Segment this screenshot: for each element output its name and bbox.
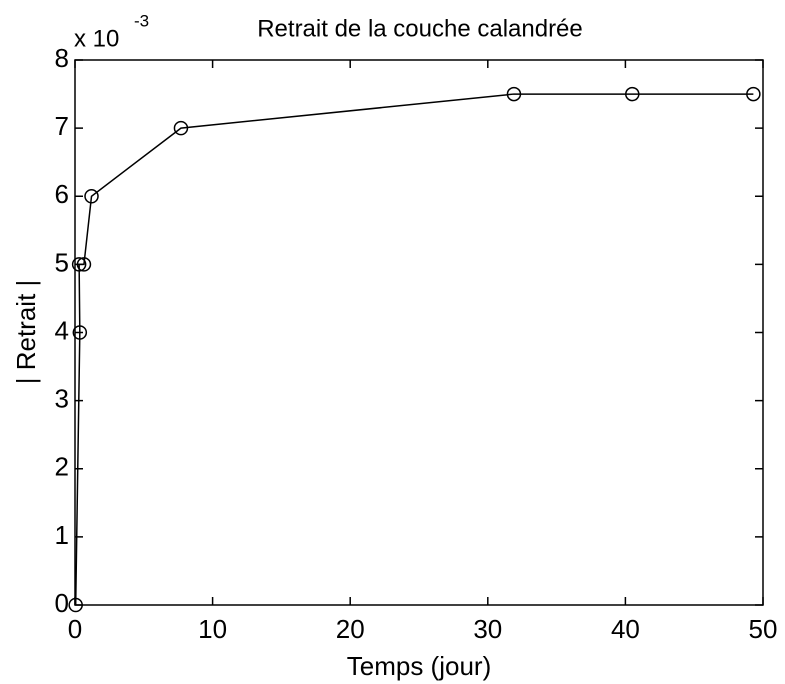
y-tick-label: 8 [55, 43, 69, 73]
x-tick-label: 50 [749, 614, 778, 644]
data-point [84, 189, 99, 204]
x-tick-label: 30 [473, 614, 502, 644]
data-point [625, 86, 640, 102]
y-tick-label: 0 [55, 588, 69, 618]
x-tick-label: 10 [198, 614, 227, 644]
data-point [746, 86, 761, 102]
data-line [74, 93, 754, 606]
y-tick-label: 4 [55, 315, 69, 345]
x-axis-label: Temps (jour) [347, 651, 491, 681]
data-point [68, 597, 83, 613]
y-tick-label: 7 [55, 111, 69, 141]
data-point [76, 257, 92, 272]
y-tick-label: 6 [55, 179, 69, 209]
data-point [173, 120, 189, 136]
y-multiplier: x 10 [74, 25, 119, 52]
x-tick-label: 0 [68, 614, 82, 644]
y-axis-label: | Retrait | [11, 280, 41, 385]
x-tick-label: 20 [336, 614, 365, 644]
data-point [506, 86, 522, 102]
chart-title: Retrait de la couche calandrée [257, 15, 583, 42]
y-tick-label: 3 [55, 384, 69, 414]
y-tick-label: 5 [55, 247, 69, 277]
x-tick-label: 40 [611, 614, 640, 644]
data-point [72, 325, 88, 340]
y-tick-label: 1 [55, 520, 69, 550]
y-multiplier-exponent: -3 [134, 11, 149, 30]
data-point [71, 257, 87, 272]
y-tick-label: 2 [55, 452, 69, 482]
